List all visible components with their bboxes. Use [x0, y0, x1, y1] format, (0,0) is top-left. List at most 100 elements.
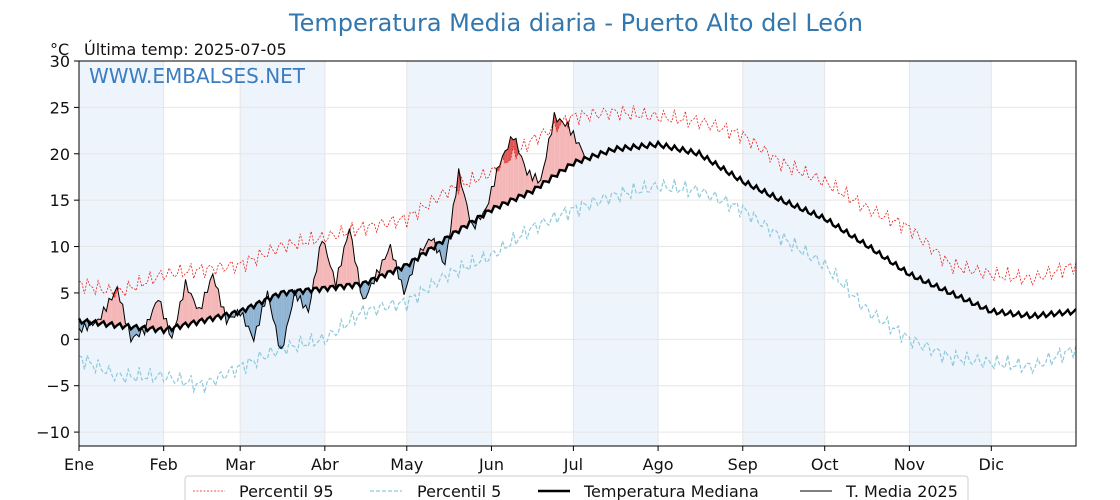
- series-line-percentil-5: [78, 178, 1077, 394]
- month-band: [909, 61, 992, 446]
- above-p95-fill: [496, 165, 500, 172]
- above-median-fill: [212, 273, 216, 321]
- above-median-fill: [453, 195, 456, 232]
- y-tick-label: 5: [60, 284, 70, 303]
- above-median-fill: [499, 156, 503, 209]
- above-median-fill: [573, 130, 577, 166]
- y-tick-label: 30: [50, 52, 70, 71]
- below-median-fill: [275, 293, 279, 346]
- legend-label: Percentil 95: [239, 482, 334, 500]
- above-p95-fill: [507, 136, 511, 163]
- above-median-fill: [532, 173, 536, 194]
- above-median-fill: [152, 302, 156, 332]
- x-tick-label: Mar: [225, 455, 256, 474]
- above-median-fill: [319, 241, 323, 292]
- above-median-fill: [562, 121, 566, 172]
- below-median-fill: [286, 290, 290, 327]
- x-tick-label: Feb: [150, 455, 178, 474]
- above-median-fill: [199, 307, 202, 321]
- x-tick-label: Nov: [894, 455, 925, 474]
- above-median-fill: [210, 273, 213, 321]
- above-median-fill: [215, 285, 219, 317]
- below-median-fill: [256, 301, 260, 327]
- legend-label: Percentil 5: [417, 482, 501, 500]
- month-band: [742, 61, 825, 446]
- above-median-fill: [382, 259, 385, 278]
- above-median-fill: [109, 298, 112, 325]
- below-median-fill: [365, 281, 369, 299]
- above-median-fill: [313, 271, 317, 289]
- above-median-fill: [117, 286, 120, 326]
- below-median-fill: [253, 303, 257, 342]
- above-median-fill: [204, 292, 208, 323]
- chart-title: Temperatura Media diaria - Puerto Alto d…: [288, 9, 863, 37]
- above-median-fill: [428, 239, 432, 249]
- above-median-fill: [461, 185, 465, 227]
- above-median-fill: [316, 247, 320, 292]
- below-median-fill: [297, 289, 301, 301]
- above-median-fill: [352, 240, 355, 288]
- above-median-fill: [576, 142, 579, 162]
- series-line-t-media-2025: [78, 112, 585, 350]
- above-median-fill: [190, 293, 194, 323]
- legend-box: [184, 475, 969, 500]
- above-p95-fill: [513, 138, 517, 159]
- y-tick-label: 20: [50, 145, 70, 164]
- above-median-fill: [518, 153, 522, 196]
- below-median-fill: [406, 264, 410, 286]
- above-median-fill: [106, 298, 110, 327]
- plot-frame: [78, 60, 1077, 447]
- above-median-fill: [322, 241, 325, 288]
- month-band: [240, 61, 325, 446]
- above-median-fill: [201, 292, 205, 323]
- legend-label: T. Media 2025: [845, 482, 958, 500]
- x-tick-label: Jul: [563, 455, 583, 474]
- above-median-fill: [349, 228, 353, 288]
- x-tick-label: Ene: [64, 455, 94, 474]
- above-median-fill: [502, 150, 506, 203]
- above-median-fill: [343, 240, 347, 289]
- above-median-fill: [160, 301, 164, 333]
- above-median-fill: [193, 299, 197, 325]
- month-band: [79, 61, 164, 446]
- series-line-percentil-95: [78, 104, 1077, 300]
- above-median-fill: [565, 122, 568, 172]
- above-median-fill: [559, 118, 563, 171]
- above-median-fill: [111, 292, 115, 328]
- watermark: WWW.EMBALSES.NET: [89, 64, 306, 88]
- x-tick-label: Oct: [811, 455, 839, 474]
- above-median-fill: [529, 170, 533, 194]
- series-line-temperatura-mediana: [77, 139, 1077, 335]
- above-median-fill: [521, 156, 525, 198]
- y-tick-label: 0: [60, 330, 70, 349]
- x-tick-label: Sep: [728, 455, 758, 474]
- y-tick-label: 25: [50, 98, 70, 117]
- axes: 30 25 20 15 10 5 0 −5 −10 Ene Feb Mar Abr May Jun Jul Ag…: [36, 52, 1077, 474]
- below-median-fill: [289, 290, 293, 318]
- below-median-fill: [130, 326, 134, 342]
- last-temp-label: Última temp: 2025-07-05: [84, 40, 287, 59]
- y-tick-label: 10: [50, 238, 70, 257]
- above-median-fill: [570, 130, 574, 166]
- below-median-fill: [272, 293, 276, 326]
- below-median-fill: [363, 281, 366, 300]
- above-median-fill: [505, 149, 508, 205]
- above-median-fill: [188, 292, 191, 327]
- month-band: [573, 61, 659, 446]
- x-tick-label: Ago: [643, 455, 674, 474]
- above-p95-fill: [510, 136, 514, 160]
- above-median-fill: [150, 309, 153, 329]
- above-median-fill: [546, 138, 549, 183]
- plot-area: [77, 60, 1077, 446]
- above-median-fill: [543, 158, 547, 182]
- above-p95-fill: [505, 149, 508, 164]
- above-median-fill: [346, 228, 350, 285]
- y-tick-label: 15: [50, 191, 70, 210]
- above-median-fill: [180, 299, 183, 329]
- above-median-fill: [494, 168, 497, 207]
- above-median-fill: [526, 170, 530, 192]
- below-median-fill: [283, 291, 287, 346]
- above-median-fill: [338, 265, 342, 286]
- below-median-fill: [278, 291, 282, 349]
